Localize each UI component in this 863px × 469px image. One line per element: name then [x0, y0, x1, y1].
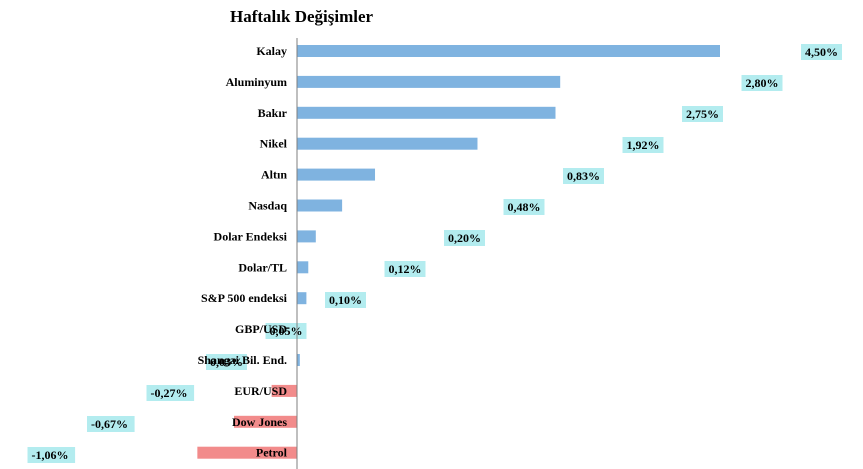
bar-nasdaq: [297, 199, 343, 212]
bar-eur-usd: [271, 384, 297, 397]
category-label-eur-usd: EUR/USD: [234, 384, 287, 398]
value-label-s-p-500-endeksi: 0,10%: [329, 293, 362, 307]
value-label-bg-kalay: [801, 44, 842, 60]
value-label-petrol: -1,06%: [32, 448, 69, 462]
bar-dolar-endeksi: [297, 230, 316, 243]
bar-bak-r: [297, 106, 556, 119]
value-label-bg-dolar-endeksi: [444, 230, 485, 246]
value-labels-group: 4,50% 2,80% 2,75% 1,92% 0,83% 0,48% 0,20% 0,12%…: [27, 44, 842, 463]
category-label-dolar-tl: Dolar/TL: [238, 260, 287, 274]
bar-dolar-tl: [297, 261, 309, 274]
category-label-dow-jones: Dow Jones: [232, 415, 287, 429]
category-label-alt-n: Altın: [261, 168, 287, 182]
category-label-nasdaq: Nasdaq: [248, 199, 287, 213]
value-label-eur-usd: -0,27%: [151, 386, 188, 400]
category-label-gbp-usd: GBP/USD: [235, 322, 287, 336]
value-label-bg-shangai-bil-end: [206, 354, 247, 370]
value-label-nasdaq: 0,48%: [508, 200, 541, 214]
bar-kalay: [297, 45, 720, 57]
value-label-gbp-usd: 0,05%: [270, 324, 303, 338]
bar-dow-jones: [234, 415, 297, 428]
category-label-bak-r: Bakır: [258, 106, 288, 120]
value-label-nikel: 1,92%: [627, 138, 660, 152]
category-label-aluminyum: Aluminyum: [226, 75, 287, 89]
value-label-bg-bak-r: [682, 106, 723, 122]
bar-s-p-500-endeksi: [297, 292, 307, 305]
bar-shangai-bil-end: [297, 354, 300, 366]
value-label-dolar-tl: 0,12%: [389, 262, 422, 276]
value-label-bg-petrol: [27, 447, 76, 463]
value-label-bg-aluminyum: [741, 75, 783, 91]
value-label-alt-n: 0,83%: [567, 169, 600, 183]
bar-alt-n: [297, 168, 376, 181]
bar-petrol: [197, 446, 297, 459]
category-label-dolar-endeksi: Dolar Endeksi: [214, 229, 288, 243]
category-label-kalay: Kalay: [256, 44, 287, 58]
value-label-bg-gbp-usd: [265, 323, 307, 339]
value-label-bg-nikel: [622, 137, 664, 153]
value-label-dow-jones: -0,67%: [91, 417, 128, 431]
value-label-aluminyum: 2,80%: [746, 76, 779, 90]
value-label-bg-alt-n: [563, 168, 604, 184]
bar-aluminyum: [297, 75, 561, 88]
value-label-bak-r: 2,75%: [686, 107, 719, 121]
value-label-bg-s-p-500-endeksi: [325, 292, 366, 308]
chart-title: Haftalık Değişimler: [230, 7, 374, 26]
value-label-shangai-bil-end: 0,03%: [210, 355, 243, 369]
value-label-bg-dolar-tl: [384, 261, 426, 277]
value-label-bg-dow-jones: [87, 416, 135, 432]
category-labels-group: Kalay Aluminyum Bakır Nikel Altın Nasdaq Dolar…: [198, 44, 288, 460]
value-label-kalay: 4,50%: [805, 45, 838, 59]
category-label-nikel: Nikel: [260, 137, 288, 151]
bar-nikel: [297, 137, 478, 150]
value-label-bg-eur-usd: [146, 385, 195, 401]
category-label-shangai-bil-end: Shangai Bil. End.: [198, 353, 287, 367]
category-label-petrol: Petrol: [256, 446, 288, 460]
value-label-bg-nasdaq: [503, 199, 545, 215]
category-label-s-p-500-endeksi: S&P 500 endeksi: [201, 291, 288, 305]
value-label-dolar-endeksi: 0,20%: [448, 231, 481, 245]
